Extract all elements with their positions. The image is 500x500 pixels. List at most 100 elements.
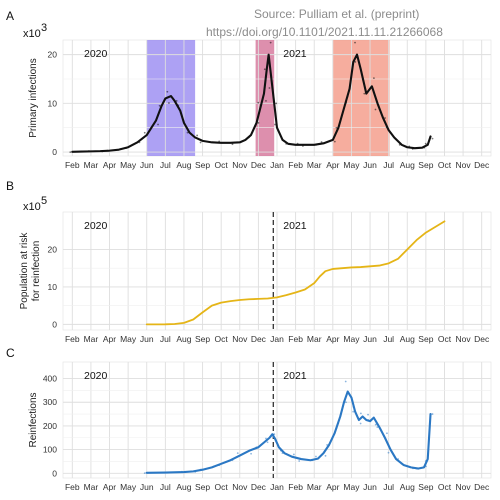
x-tick-label: Mar <box>84 160 99 170</box>
x-tick-label: May <box>120 334 137 344</box>
data-point <box>236 452 239 455</box>
data-point <box>431 137 434 140</box>
data-point <box>315 455 317 458</box>
x-tick-label: Oct <box>215 482 229 492</box>
series-line-1 <box>145 390 432 474</box>
x-tick-label: Dec <box>251 334 267 344</box>
y-axis-title: Primary infections <box>28 58 39 137</box>
y-axis-title: Reinfections <box>28 392 39 447</box>
y-axis-title-line: for reinfection <box>31 241 42 302</box>
x-tick-label: Sep <box>195 482 210 492</box>
data-point <box>274 123 276 126</box>
source-line-2: https://doi.org/10.1101/2021.11.11.21266… <box>206 25 443 39</box>
data-point <box>344 380 347 383</box>
data-point <box>166 90 169 93</box>
x-tick-label: Jul <box>160 334 171 344</box>
x-tick-label: Jul <box>383 334 394 344</box>
data-point <box>352 410 355 413</box>
y-axis-title-line: Reinfections <box>28 392 39 447</box>
data-point <box>354 41 356 44</box>
data-point <box>367 413 369 416</box>
panel-label: B <box>6 179 14 193</box>
x-tick-label: Jul <box>383 160 394 170</box>
panel-label: C <box>6 346 15 360</box>
x-tick-label: Mar <box>84 334 99 344</box>
data-point <box>250 452 252 455</box>
data-point <box>363 92 366 95</box>
x-tick-label: Oct <box>215 160 229 170</box>
x-tick-label: Nov <box>232 482 248 492</box>
data-point <box>298 460 301 462</box>
x-tick-label: May <box>343 160 360 170</box>
source-line-1: Source: Pulliam et al. (preprint) <box>254 7 419 21</box>
data-point <box>266 441 269 444</box>
data-point <box>265 437 267 440</box>
data-point <box>384 117 386 119</box>
data-point <box>263 68 266 71</box>
data-point <box>359 422 362 425</box>
year-label-2021: 2021 <box>283 48 307 60</box>
x-tick-label: Apr <box>326 160 339 170</box>
x-tick-label: Apr <box>326 482 339 492</box>
x-tick-label: May <box>343 482 360 492</box>
y-axis-title-line: Primary infections <box>28 58 39 137</box>
x-tick-label: Feb <box>288 334 303 344</box>
year-label-2021: 2021 <box>283 220 307 232</box>
x-tick-label: Aug <box>176 160 191 170</box>
x-tick-label: Jun <box>140 160 154 170</box>
data-point <box>257 101 260 104</box>
x-tick-label: Oct <box>215 334 229 344</box>
x-tick-label: Feb <box>288 160 303 170</box>
data-point <box>268 87 271 89</box>
data-point <box>186 131 189 134</box>
data-point <box>374 108 377 111</box>
x-tick-label: May <box>343 334 360 344</box>
x-tick-label: Jun <box>363 160 377 170</box>
x-tick-label: Oct <box>438 160 452 170</box>
y-tick-label: 0 <box>52 468 57 478</box>
x-tick-label: Dec <box>474 160 490 170</box>
data-point <box>387 451 390 454</box>
y-tick-label: 20 <box>48 244 58 254</box>
x-tick-label: Dec <box>251 482 267 492</box>
y-axis-title: Population at riskfor reinfection <box>19 232 42 310</box>
x-tick-label: Mar <box>307 160 322 170</box>
x-tick-label: Oct <box>438 334 452 344</box>
data-point <box>158 104 161 107</box>
y-tick-label: 20 <box>48 50 58 60</box>
x-tick-label: Feb <box>65 160 80 170</box>
x-tick-label: Apr <box>103 334 116 344</box>
y-tick-label: 0 <box>52 319 57 329</box>
data-point <box>333 140 336 143</box>
data-point <box>320 141 323 143</box>
wave-band-3 <box>332 40 390 156</box>
y-tick-label: 10 <box>48 98 58 108</box>
series-line-1 <box>145 220 446 326</box>
data-point <box>424 142 427 145</box>
data-point <box>292 453 295 456</box>
y-tick-label: 100 <box>43 445 57 455</box>
data-point <box>275 102 278 105</box>
y-scale-multiplier: x10 <box>23 28 41 40</box>
x-tick-label: May <box>120 160 137 170</box>
data-point <box>157 123 159 126</box>
x-tick-label: Nov <box>456 334 472 344</box>
x-tick-label: Jan <box>270 160 284 170</box>
y-axis-title-line: Population at risk <box>19 232 30 310</box>
x-tick-label: Jun <box>363 334 377 344</box>
data-point <box>168 102 170 104</box>
x-tick-label: Oct <box>438 482 452 492</box>
x-tick-label: Jan <box>270 482 284 492</box>
data-point <box>345 401 347 404</box>
year-label-2020: 2020 <box>84 48 108 60</box>
data-point <box>175 100 178 102</box>
x-tick-label: Dec <box>251 160 267 170</box>
x-tick-label: Aug <box>400 160 415 170</box>
x-tick-label: Apr <box>103 160 116 170</box>
data-point <box>335 126 338 129</box>
x-tick-label: Aug <box>176 334 191 344</box>
